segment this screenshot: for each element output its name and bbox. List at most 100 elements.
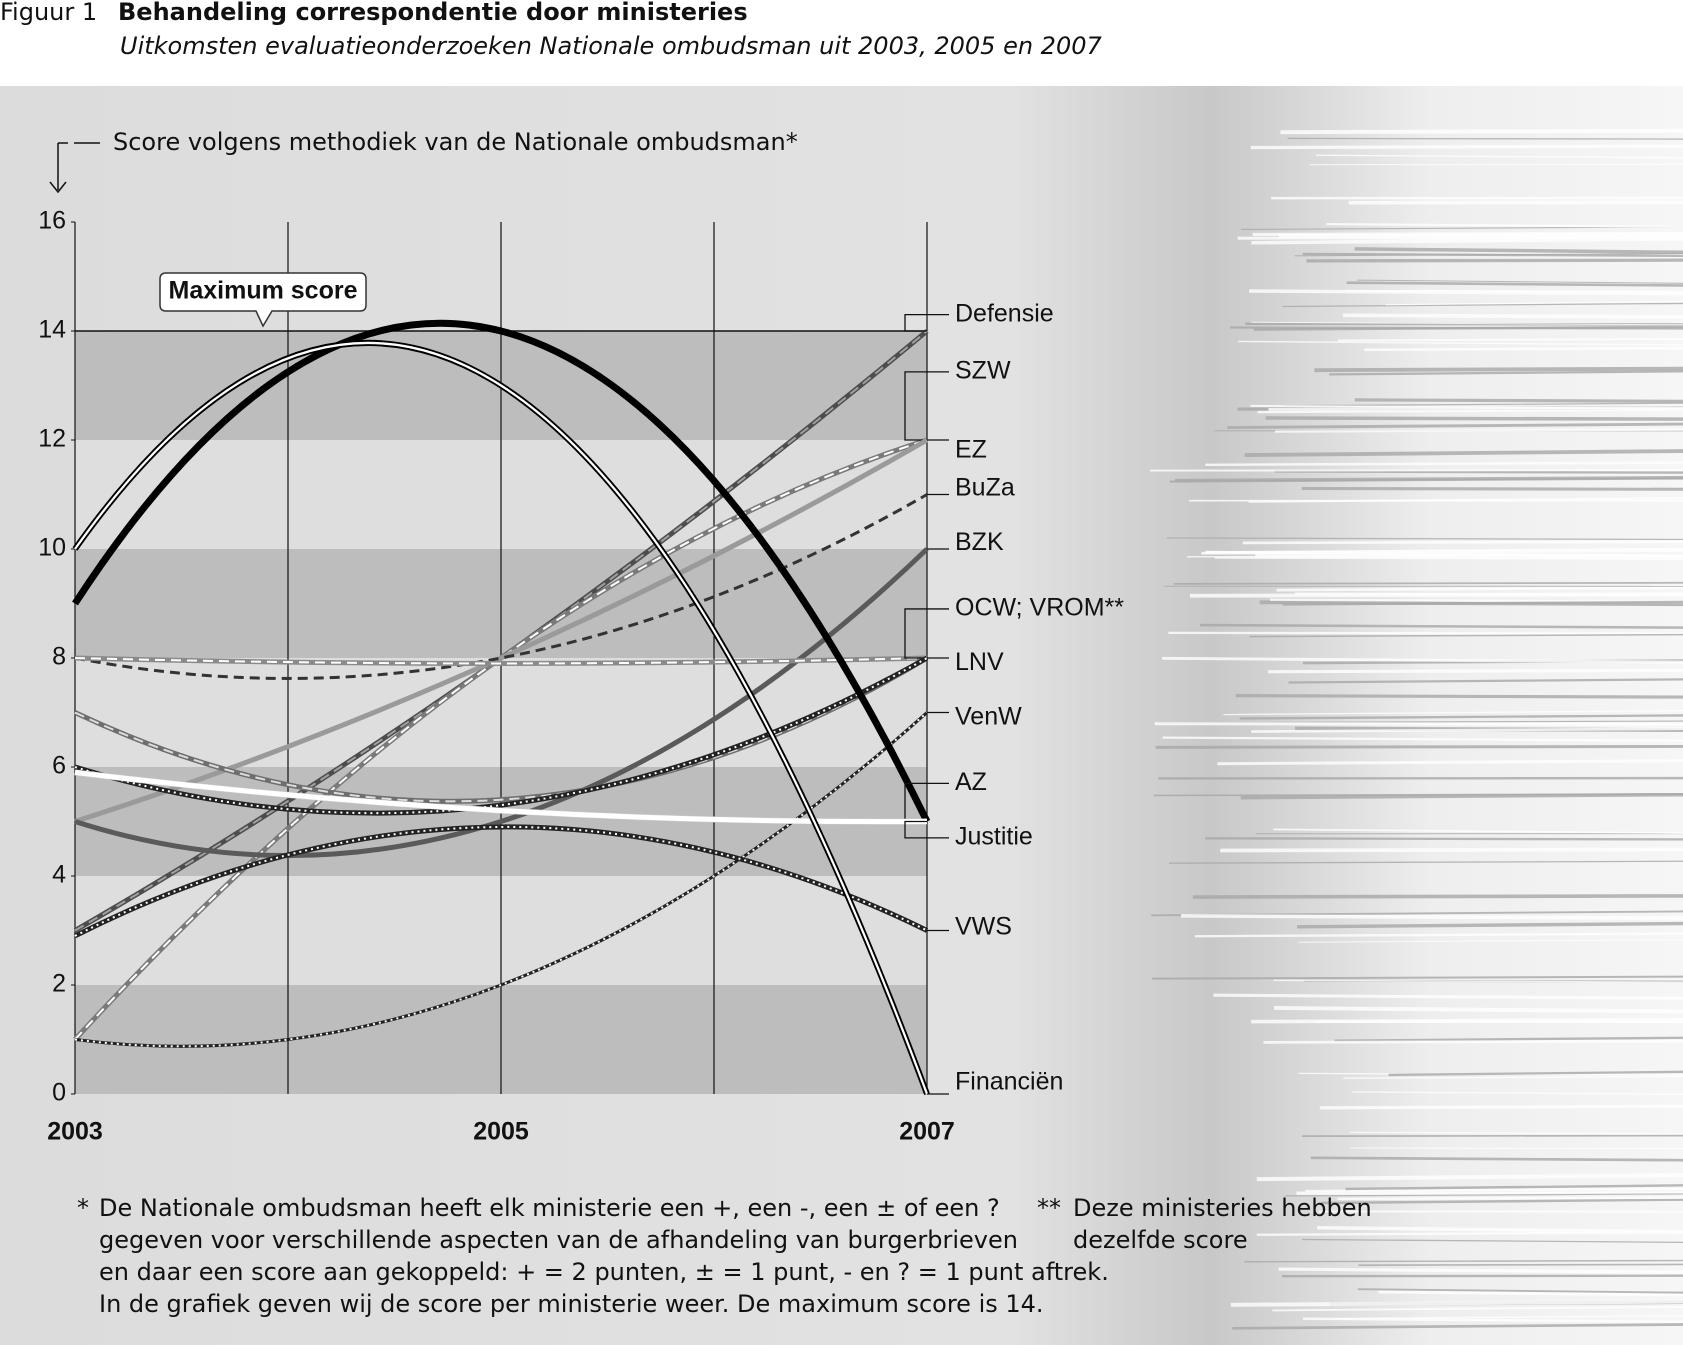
paper-edge (1357, 1288, 1683, 1294)
paper-edge (1205, 837, 1683, 841)
figure-label: Figuur 1 (0, 0, 97, 26)
paper-edge (1235, 694, 1683, 699)
footnote: In de grafiek geven wij de score per min… (99, 1290, 1044, 1318)
paper-edge (1237, 236, 1683, 240)
paper-edge (1276, 586, 1683, 592)
paper-edge (1274, 1006, 1683, 1014)
line-stripe (74, 657, 928, 803)
paper-edge (1250, 144, 1683, 150)
legend-label: BuZa (955, 474, 1015, 502)
series-line (74, 769, 928, 825)
legend-label: Defensie (955, 299, 1054, 327)
paper-edge (1305, 1187, 1683, 1193)
footnote: dezelfde score (1073, 1226, 1248, 1254)
x-tick-label: 2003 (47, 1118, 103, 1146)
paper-edge (1337, 1196, 1683, 1201)
paper-edge (1257, 408, 1683, 414)
paper-edge (1337, 337, 1683, 342)
paper-edge (1388, 1070, 1683, 1077)
legend-label: AZ (955, 768, 987, 796)
paper-edge (1169, 860, 1683, 864)
paper-edge (1278, 1267, 1683, 1274)
callout-box (159, 272, 367, 328)
axis-arrow (49, 142, 100, 194)
y-tick-label: 2 (52, 970, 66, 998)
leader-line (904, 314, 949, 332)
series-line (74, 493, 928, 680)
series-line (72, 319, 931, 824)
paper-edge (1282, 600, 1683, 606)
paper-edge (1302, 1317, 1683, 1323)
paper-edge (1166, 537, 1683, 541)
paper-edge (1230, 1299, 1683, 1307)
paper-edge (1278, 233, 1683, 238)
chart-subtitle: Uitkomsten evaluatieonderzoeken National… (120, 32, 1102, 60)
paper-edge (1288, 678, 1683, 684)
y-tick-label: 14 (38, 316, 66, 344)
paper-edge (1378, 1290, 1683, 1297)
paper-edge (1242, 540, 1683, 545)
paper-edge (1255, 553, 1683, 559)
x-tick-label: 2005 (473, 1118, 529, 1146)
paper-edge (1214, 557, 1683, 560)
y-tick-label: 4 (52, 861, 66, 889)
paper-edge (1352, 1091, 1683, 1095)
footnote: De Nationale ombudsman heeft elk ministe… (99, 1194, 1000, 1222)
paper-edge (1205, 461, 1683, 467)
paper-edge (1251, 321, 1683, 326)
paper-edge (1251, 727, 1683, 733)
paper-edge (1346, 281, 1683, 287)
paper-edge (1213, 993, 1683, 1000)
paper-edge (1239, 714, 1683, 720)
paper-edge (1162, 656, 1683, 664)
paper-edge (1282, 402, 1683, 407)
paper-edge (1314, 366, 1683, 373)
paper-edge (1249, 633, 1683, 638)
series-line (74, 655, 929, 816)
legend-label: EZ (955, 436, 987, 464)
paper-edge (1298, 939, 1683, 943)
paper-edge (1249, 289, 1683, 296)
paper-edge (1315, 154, 1683, 159)
series-line (74, 437, 929, 824)
paper-edge (1168, 631, 1683, 635)
paper-edge (1358, 1263, 1683, 1266)
leader-line (904, 608, 949, 659)
paper-edge (1232, 1323, 1683, 1330)
paper-edge (1244, 1259, 1683, 1263)
paper-edge (1354, 398, 1683, 403)
paper-edge (1326, 222, 1683, 228)
paper-edge (1287, 137, 1683, 140)
max-score-label: Maximum score (169, 277, 358, 305)
paper-edge (1256, 1173, 1683, 1182)
paper-edge (1181, 914, 1683, 920)
line-stripe (74, 439, 928, 1041)
paper-edge (1285, 1193, 1683, 1197)
paper-edge (1349, 1131, 1683, 1135)
paper-edge (1385, 300, 1683, 306)
paper-edge (1238, 340, 1683, 346)
legend-label: LNV (955, 648, 1004, 676)
paper-edge (1162, 736, 1683, 742)
paper-texture (1150, 128, 1683, 1330)
paper-edge (1320, 1198, 1683, 1205)
footnote-marker: * (77, 1194, 89, 1222)
footnote: gegeven voor verschillende aspecten van … (99, 1226, 1018, 1254)
line-stripe (74, 657, 928, 665)
paper-edge (1268, 668, 1683, 674)
paper-edge (1343, 1075, 1683, 1079)
legend-label: BZK (955, 528, 1004, 556)
paper-edge (1297, 921, 1683, 929)
footnote-marker: ** (1037, 1194, 1061, 1222)
paper-edge (1345, 1184, 1683, 1191)
paper-edge (1173, 581, 1683, 585)
legend-label: OCW; VROM** (955, 594, 1124, 622)
paper-edge (1335, 1315, 1683, 1320)
paper-edge (1306, 258, 1683, 263)
paper-edge (1319, 1104, 1683, 1110)
paper-edge (1334, 1036, 1683, 1042)
paper-edge (1282, 302, 1683, 308)
paper-edge (1244, 449, 1683, 457)
